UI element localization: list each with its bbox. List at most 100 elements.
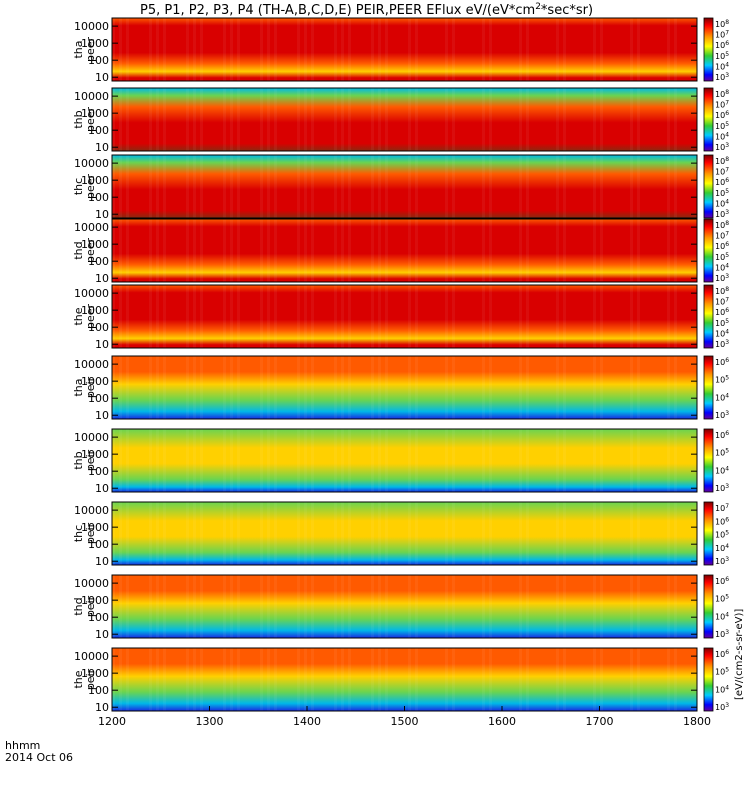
texture-stripe	[126, 648, 129, 711]
texture-stripe	[237, 18, 240, 81]
texture-stripe	[334, 155, 337, 218]
y-tick-label: 1000	[81, 521, 109, 534]
texture-stripe	[637, 575, 640, 638]
texture-stripe	[237, 502, 240, 565]
x-tick-label: 1700	[586, 715, 614, 728]
y-tick-label: 1000	[81, 375, 109, 388]
panel-label-probe: thc	[72, 178, 85, 195]
texture-stripe	[452, 18, 455, 81]
texture-stripe	[126, 155, 129, 218]
texture-stripe	[186, 155, 189, 218]
texture-stripe	[415, 219, 418, 282]
colorbar	[703, 428, 714, 493]
texture-stripe	[445, 88, 448, 151]
texture-stripe	[519, 88, 522, 151]
texture-stripe	[489, 88, 492, 151]
panel-label-probe: thd	[72, 597, 85, 615]
texture-stripe	[193, 429, 196, 492]
texture-stripe	[556, 155, 559, 218]
y-tick-label: 100	[88, 54, 109, 67]
panel-label: thc peir	[72, 522, 97, 544]
y-tick-label: 1000	[81, 594, 109, 607]
texture-stripe	[156, 356, 159, 419]
panel-label: thd peer	[72, 238, 97, 264]
texture-stripe	[593, 18, 596, 81]
texture-stripe	[630, 502, 633, 565]
texture-stripe	[274, 429, 277, 492]
texture-stripe	[186, 18, 189, 81]
texture-stripe	[304, 18, 307, 81]
texture-stripe	[408, 575, 411, 638]
y-tick-label: 100	[88, 684, 109, 697]
texture-stripe	[311, 88, 314, 151]
texture-stripe	[223, 356, 226, 419]
x-axis: 1200 1300 1400 1500 1600 1700 1800	[98, 706, 711, 728]
texture-stripe	[415, 429, 418, 492]
colorbar-tick-label: 106	[715, 110, 729, 120]
y-tick-label: 10000	[74, 20, 109, 33]
texture-stripe	[334, 285, 337, 348]
texture-stripe	[378, 575, 381, 638]
texture-stripe	[186, 219, 189, 282]
texture-stripe	[378, 88, 381, 151]
texture-stripe	[237, 575, 240, 638]
texture-stripe	[200, 502, 203, 565]
texture-stripe	[274, 88, 277, 151]
texture-stripe	[489, 648, 492, 711]
y-tick-label: 10	[95, 628, 109, 641]
texture-stripe	[674, 648, 677, 711]
texture-stripe	[149, 502, 152, 565]
texture-stripe	[297, 648, 300, 711]
texture-stripe	[149, 88, 152, 151]
texture-stripe	[163, 502, 166, 565]
texture-stripe	[119, 285, 122, 348]
texture-stripe	[526, 356, 529, 419]
texture-stripe	[297, 356, 300, 419]
texture-stripe	[311, 219, 314, 282]
panel-frame	[111, 574, 698, 639]
texture-stripe	[348, 18, 351, 81]
texture-stripe	[593, 155, 596, 218]
texture-stripe	[200, 575, 203, 638]
texture-stripe	[341, 88, 344, 151]
texture-stripe	[674, 18, 677, 81]
texture-stripe	[149, 285, 152, 348]
texture-stripe	[385, 648, 388, 711]
y-tick-label: 10	[95, 141, 109, 154]
texture-stripe	[274, 155, 277, 218]
texture-stripe	[408, 502, 411, 565]
texture-stripe	[163, 648, 166, 711]
texture-stripe	[630, 219, 633, 282]
panel-label-probe: the	[72, 307, 85, 325]
y-tick-label: 100	[88, 191, 109, 204]
texture-stripe	[260, 88, 263, 151]
texture-stripe	[163, 88, 166, 151]
texture-stripe	[526, 285, 529, 348]
texture-stripe	[311, 575, 314, 638]
texture-stripe	[445, 285, 448, 348]
panel-label-probe: thb	[72, 110, 85, 128]
texture-stripe	[112, 219, 115, 282]
texture-stripe	[341, 356, 344, 419]
texture-stripe	[489, 429, 492, 492]
texture-stripe	[667, 648, 670, 711]
texture-stripe	[112, 155, 115, 218]
texture-stripe	[526, 155, 529, 218]
colorbar-tick-label: 105	[715, 318, 729, 328]
texture-stripe	[304, 88, 307, 151]
texture-stripe	[334, 648, 337, 711]
texture-stripe	[563, 155, 566, 218]
texture-stripe	[230, 219, 233, 282]
texture-stripe	[112, 575, 115, 638]
texture-stripe	[163, 575, 166, 638]
texture-stripe	[385, 429, 388, 492]
texture-stripe	[519, 18, 522, 81]
texture-stripe	[556, 18, 559, 81]
texture-stripe	[348, 502, 351, 565]
panel-label: the peir	[72, 668, 97, 690]
texture-stripe	[667, 356, 670, 419]
texture-stripe	[556, 88, 559, 151]
texture-stripe	[267, 219, 270, 282]
texture-stripe	[408, 429, 411, 492]
